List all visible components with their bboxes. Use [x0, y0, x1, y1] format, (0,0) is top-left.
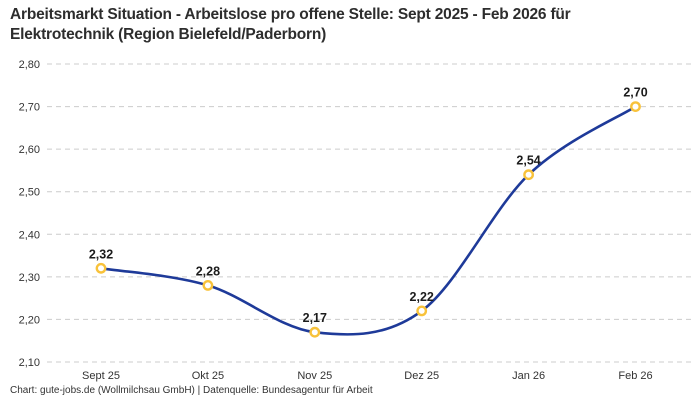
y-tick-label: 2,50 — [19, 187, 40, 199]
data-point-marker — [309, 326, 321, 338]
data-point-label: 2,22 — [410, 290, 434, 304]
data-point-marker — [202, 279, 214, 291]
y-tick-label: 2,60 — [19, 144, 40, 156]
data-point-label: 2,32 — [89, 247, 113, 261]
x-tick-label: Sept 25 — [82, 370, 120, 382]
chart-title-line-1: Arbeitsmarkt Situation - Arbeitslose pro… — [10, 6, 571, 23]
y-tick-label: 2,70 — [19, 102, 40, 114]
y-tick-label: 2,30 — [19, 272, 40, 284]
x-tick-label: Feb 26 — [618, 370, 652, 382]
data-point-label: 2,28 — [196, 264, 220, 278]
data-point-marker — [630, 101, 641, 113]
data-point-marker — [523, 169, 534, 181]
chart-title: Arbeitsmarkt Situation - Arbeitslose pro… — [10, 5, 680, 45]
data-point-marker — [95, 262, 107, 274]
y-tick-label: 2,80 — [19, 59, 40, 71]
chart-title-line-2: Elektrotechnik (Region Bielefeld/Paderbo… — [10, 26, 327, 43]
data-point-label: 2,17 — [303, 311, 327, 325]
data-point-label: 2,70 — [623, 86, 647, 100]
data-line-series — [99, 105, 637, 336]
x-tick-label: Jan 26 — [512, 370, 545, 382]
x-tick-label: Dez 25 — [404, 370, 439, 382]
x-tick-label: Nov 25 — [297, 370, 332, 382]
y-tick-label: 2,20 — [19, 314, 40, 326]
data-point-marker — [416, 305, 428, 317]
x-tick-label: Okt 25 — [192, 370, 224, 382]
data-point-label: 2,54 — [516, 154, 540, 168]
y-tick-label: 2,40 — [19, 229, 40, 241]
y-tick-label: 2,10 — [19, 357, 40, 369]
chart-source-attribution: Chart: gute-jobs.de (Wollmilchsau GmbH) … — [10, 385, 373, 396]
